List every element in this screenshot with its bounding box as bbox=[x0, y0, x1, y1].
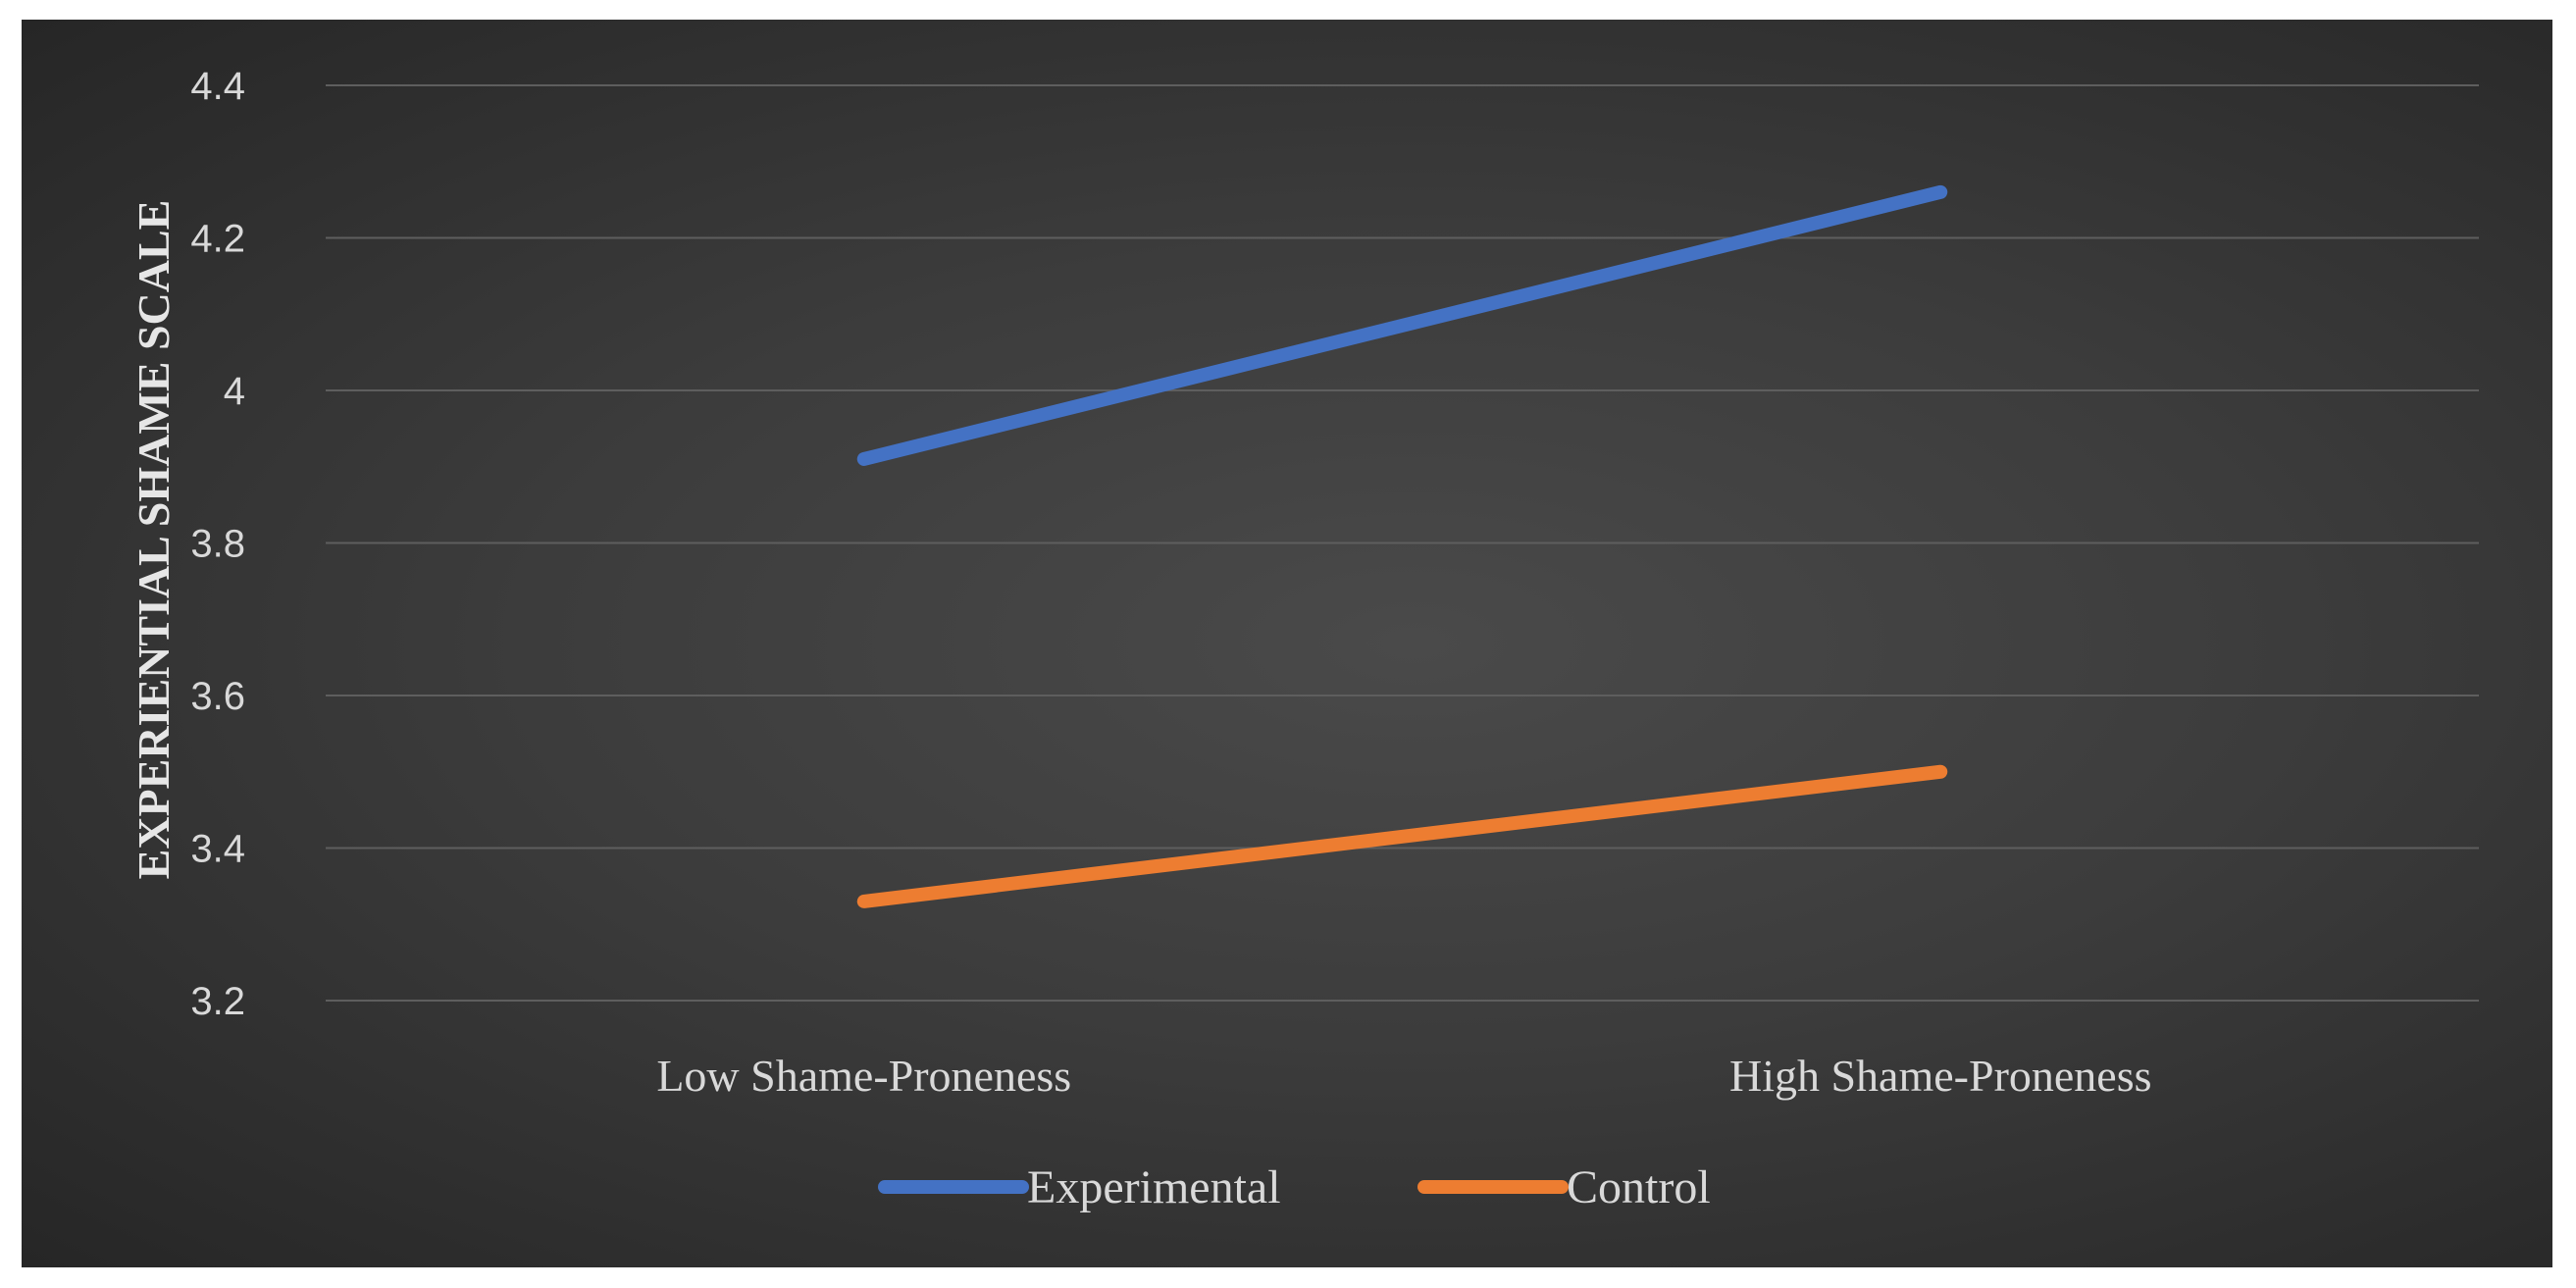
y-tick-label: 3.8 bbox=[190, 523, 245, 566]
y-tick-label: 3.4 bbox=[190, 828, 245, 871]
chart-area: 3.2 3.4 3.6 3.8 4 4.2 4.4 Low Shame-Proneness H… bbox=[22, 20, 2552, 1267]
x-category-label: Low Shame-Proneness bbox=[656, 1051, 1071, 1101]
y-tick-label: 4.4 bbox=[190, 65, 245, 108]
legend-label-experimental: Experimental bbox=[1027, 1161, 1281, 1213]
series-line-control bbox=[856, 764, 1948, 908]
x-axis-categories: Low Shame-Proneness High Shame-Proneness bbox=[656, 1051, 2151, 1101]
legend: Experimental Control bbox=[878, 1161, 1711, 1213]
y-tick-label: 4 bbox=[224, 370, 245, 413]
y-tick-label: 3.2 bbox=[190, 980, 245, 1023]
y-tick-label: 3.6 bbox=[190, 675, 245, 718]
gridlines bbox=[326, 84, 2479, 1002]
x-category-label: High Shame-Proneness bbox=[1729, 1051, 2152, 1101]
y-axis-label: EXPERIENTIAL SHAME SCALE bbox=[129, 200, 179, 880]
y-axis-ticks: 3.2 3.4 3.6 3.8 4 4.2 4.4 bbox=[190, 65, 245, 1023]
legend-label-control: Control bbox=[1567, 1161, 1711, 1213]
series-line-experimental bbox=[856, 184, 1948, 466]
line-chart: 3.2 3.4 3.6 3.8 4 4.2 4.4 Low Shame-Proneness H… bbox=[129, 65, 2479, 1213]
y-tick-label: 4.2 bbox=[190, 218, 245, 261]
series-lines bbox=[856, 184, 1948, 908]
